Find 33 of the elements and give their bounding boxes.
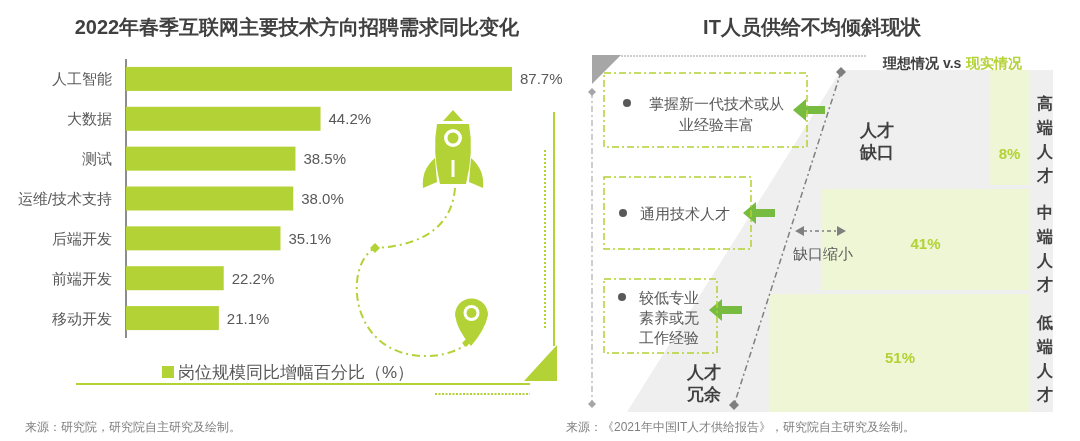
- chart-title: 2022年春季互联网主要技术方向招聘需求同比变化: [74, 16, 521, 38]
- data-label: 35.1%: [288, 229, 332, 247]
- category-label: 中端人才: [1036, 203, 1054, 293]
- y-tick-label: 人工智能: [52, 70, 112, 88]
- legend-label: 岗位规模同比增幅百分比（%）: [177, 362, 415, 382]
- source-note: 来源：《2021年中国IT人才供给报告》，研究院自主研究及绘制。: [566, 420, 916, 434]
- data-label: 51%: [884, 348, 916, 366]
- data-label: 8%: [998, 144, 1021, 162]
- y-tick-label: 测试: [82, 150, 112, 168]
- text: 人才缺口: [859, 120, 894, 162]
- data-label: 22.2%: [231, 269, 275, 287]
- text: 掌握新一代技术或从业经验丰富: [648, 94, 784, 133]
- text: 通用技术人才: [640, 204, 730, 222]
- data-label: 38.5%: [303, 150, 346, 168]
- y-tick-label: 后端开发: [52, 229, 112, 247]
- data-label: 38.0%: [301, 190, 344, 207]
- category-label: 高端人才: [1036, 93, 1054, 184]
- source-note: 来源：研究院，研究院自主研究及绘制。: [25, 420, 241, 434]
- text: 缺口缩小: [793, 244, 853, 262]
- y-tick-label: 大数据: [67, 110, 112, 128]
- text: 人才冗余: [686, 362, 722, 404]
- data-label: 41%: [910, 234, 941, 252]
- y-tick-label: 前端开发: [52, 269, 112, 287]
- data-label: 44.2%: [328, 110, 372, 128]
- text: 理想情况 v.s: [882, 55, 962, 71]
- category-label: 低端人才: [1036, 313, 1054, 403]
- data-label: 21.1%: [226, 309, 270, 327]
- y-tick-label: 运维/技术支持: [17, 190, 112, 207]
- data-label: 87.7%: [520, 70, 563, 88]
- text: 现实情况: [965, 55, 1024, 71]
- text: 较低专业素养或无工作经验: [639, 288, 699, 346]
- text: IT人员供给不均倾斜现状: [703, 16, 922, 38]
- y-tick-label: 移动开发: [52, 309, 112, 327]
